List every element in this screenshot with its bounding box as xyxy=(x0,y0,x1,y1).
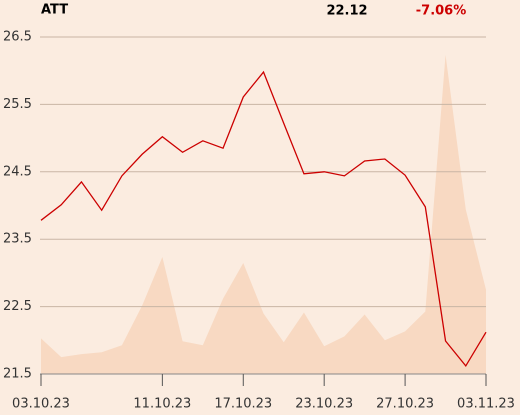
y-tick-label: 24.5 xyxy=(3,164,32,179)
price-change: -7.06% xyxy=(416,4,467,19)
y-tick-label: 25.5 xyxy=(3,97,32,112)
x-tick-label: 11.10.23 xyxy=(133,397,191,412)
x-tick-label: 03.10.23 xyxy=(12,397,70,412)
x-tick-label: 03.11.23 xyxy=(457,397,515,412)
y-tick-label: 26.5 xyxy=(3,30,32,45)
price-line xyxy=(40,70,487,368)
x-tick-label: 17.10.23 xyxy=(214,397,272,412)
last-price: 22.12 xyxy=(326,4,367,19)
y-tick-label: 22.5 xyxy=(3,299,32,314)
volume-area xyxy=(41,54,486,374)
x-tick-label: 23.10.23 xyxy=(295,397,353,412)
y-tick-label: 23.5 xyxy=(3,232,32,247)
chart-title: ATT xyxy=(41,3,68,18)
x-tick-label: 27.10.23 xyxy=(376,397,434,412)
y-tick-label: 21.5 xyxy=(3,367,32,382)
